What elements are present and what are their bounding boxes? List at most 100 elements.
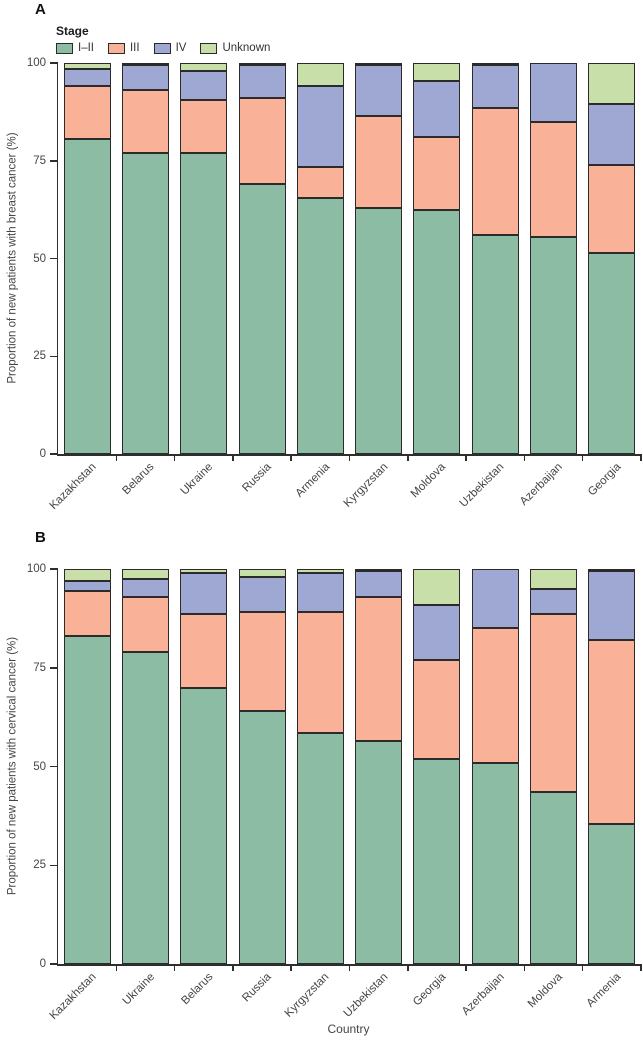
bar-segment-i-ii xyxy=(238,184,286,454)
bar-segment-iii xyxy=(180,100,228,153)
y-tick xyxy=(50,568,58,570)
x-tick xyxy=(348,454,351,461)
legend-entry-label: III xyxy=(129,42,140,54)
x-tick xyxy=(407,454,409,461)
bar-segment-i-ii xyxy=(63,636,111,964)
bar-segment-i-ii xyxy=(530,237,578,454)
bar-segment-unknown xyxy=(180,569,228,573)
bar-segment-unknown xyxy=(296,63,344,87)
x-category-label-text: Uzbekistan xyxy=(341,971,391,1020)
x-tick xyxy=(115,964,118,971)
bar-segment-unknown xyxy=(355,568,403,571)
legend-entry: I–II xyxy=(56,42,94,54)
bar-segment-iii xyxy=(355,115,403,208)
y-tick-label: 100 xyxy=(26,563,46,575)
bar-segment-unknown xyxy=(121,62,169,65)
bar-segment-unknown xyxy=(63,63,111,69)
bar-segment-iii xyxy=(413,137,461,210)
legend-entry: Unknown xyxy=(200,42,270,54)
y-tick xyxy=(50,355,58,357)
bar-segment-iv xyxy=(296,86,344,167)
bar-segment-iv xyxy=(588,570,636,641)
bar-segment-i-ii xyxy=(121,152,169,454)
bar-segment-iv xyxy=(355,570,403,597)
y-tick xyxy=(50,453,58,455)
y-tick-label: 75 xyxy=(33,154,46,167)
bar-segment-iv xyxy=(121,578,169,597)
bar-segment-iv xyxy=(413,604,461,660)
bar-segment-iii xyxy=(355,596,403,741)
bar-segment-iv xyxy=(530,63,578,122)
x-category-label-text: Russia xyxy=(240,461,274,495)
legend-entry-label: IV xyxy=(175,42,187,54)
x-category-label-text: Moldova xyxy=(525,971,566,1011)
x-tick xyxy=(232,454,234,461)
bar-segment-iv xyxy=(238,64,286,99)
x-tick xyxy=(173,964,176,971)
x-tick xyxy=(290,454,292,461)
legend-swatch xyxy=(107,42,125,54)
bar-segment-unknown xyxy=(530,569,578,589)
y-tick-label: 25 xyxy=(33,350,46,363)
x-category-label-text: Moldova xyxy=(409,461,449,501)
bar-segment-iv xyxy=(588,104,636,165)
x-tick xyxy=(523,964,526,971)
bar-segment-i-ii xyxy=(63,139,111,454)
x-category-label-text: Uzbekistan xyxy=(458,461,507,510)
y-tick-label: 25 xyxy=(33,859,46,872)
bar-segment-iv xyxy=(413,80,461,138)
x-tick xyxy=(290,964,292,971)
x-category-label-text: Azerbaijan xyxy=(459,971,507,1018)
bar-segment-unknown xyxy=(588,568,636,571)
bar-segment-unknown xyxy=(588,63,636,105)
bar-segment-iv xyxy=(530,588,578,615)
legend-swatch xyxy=(56,42,73,54)
panel-a-label: A xyxy=(35,1,46,18)
x-axis-title: Country xyxy=(327,1022,370,1036)
bar-segment-unknown xyxy=(296,569,344,573)
bar-segment-i-ii xyxy=(180,687,228,964)
x-category-label-text: Belarus xyxy=(179,971,216,1008)
y-tick-label: 50 xyxy=(33,252,46,265)
x-tick xyxy=(232,964,234,971)
x-category-label-text: Armenia xyxy=(293,461,332,500)
y-tick xyxy=(50,667,58,669)
bar-segment-unknown xyxy=(238,569,286,577)
bar-segment-iii xyxy=(413,659,461,759)
x-tick xyxy=(581,454,584,461)
y-tick-label: 0 xyxy=(39,958,46,970)
x-category-label-text: Ukraine xyxy=(120,971,157,1008)
legend-entry: III xyxy=(107,42,140,54)
y-tick xyxy=(50,257,58,260)
bar-segment-iii xyxy=(471,107,519,236)
x-category-label-text: Georgia xyxy=(411,971,449,1009)
legend-title: Stage xyxy=(56,24,89,38)
y-tick xyxy=(50,963,58,965)
bar-segment-unknown xyxy=(180,63,228,71)
x-category-label-text: Azerbaijan xyxy=(518,461,566,508)
bar-segment-iii xyxy=(530,614,578,793)
bar-segment-iii xyxy=(238,98,286,185)
bar-segment-i-ii xyxy=(296,197,344,454)
legend-entry-label: Unknown xyxy=(222,42,271,54)
x-tick xyxy=(465,964,467,971)
bar-segment-iii xyxy=(471,628,519,763)
y-tick xyxy=(50,765,58,768)
bar-segment-iii xyxy=(530,121,578,237)
x-tick xyxy=(640,964,642,971)
bar-segment-iii xyxy=(63,86,111,140)
panel-b-label: B xyxy=(35,529,46,546)
bar-segment-i-ii xyxy=(471,762,519,964)
bar-segment-i-ii xyxy=(530,792,578,964)
bar-segment-iii xyxy=(296,612,344,733)
bar-segment-unknown xyxy=(238,62,286,65)
legend-entry: IV xyxy=(153,42,187,54)
x-category-label-text: Kazakhstan xyxy=(47,461,99,512)
bar-segment-iv xyxy=(471,64,519,108)
x-category-label-text: Kyrgyzstan xyxy=(341,461,391,510)
y-tick-label: 75 xyxy=(33,661,46,674)
legend-swatch xyxy=(153,42,171,54)
bar-segment-i-ii xyxy=(355,207,403,454)
bar-segment-iii xyxy=(238,612,286,712)
x-category-label-text: Armenia xyxy=(584,971,624,1010)
